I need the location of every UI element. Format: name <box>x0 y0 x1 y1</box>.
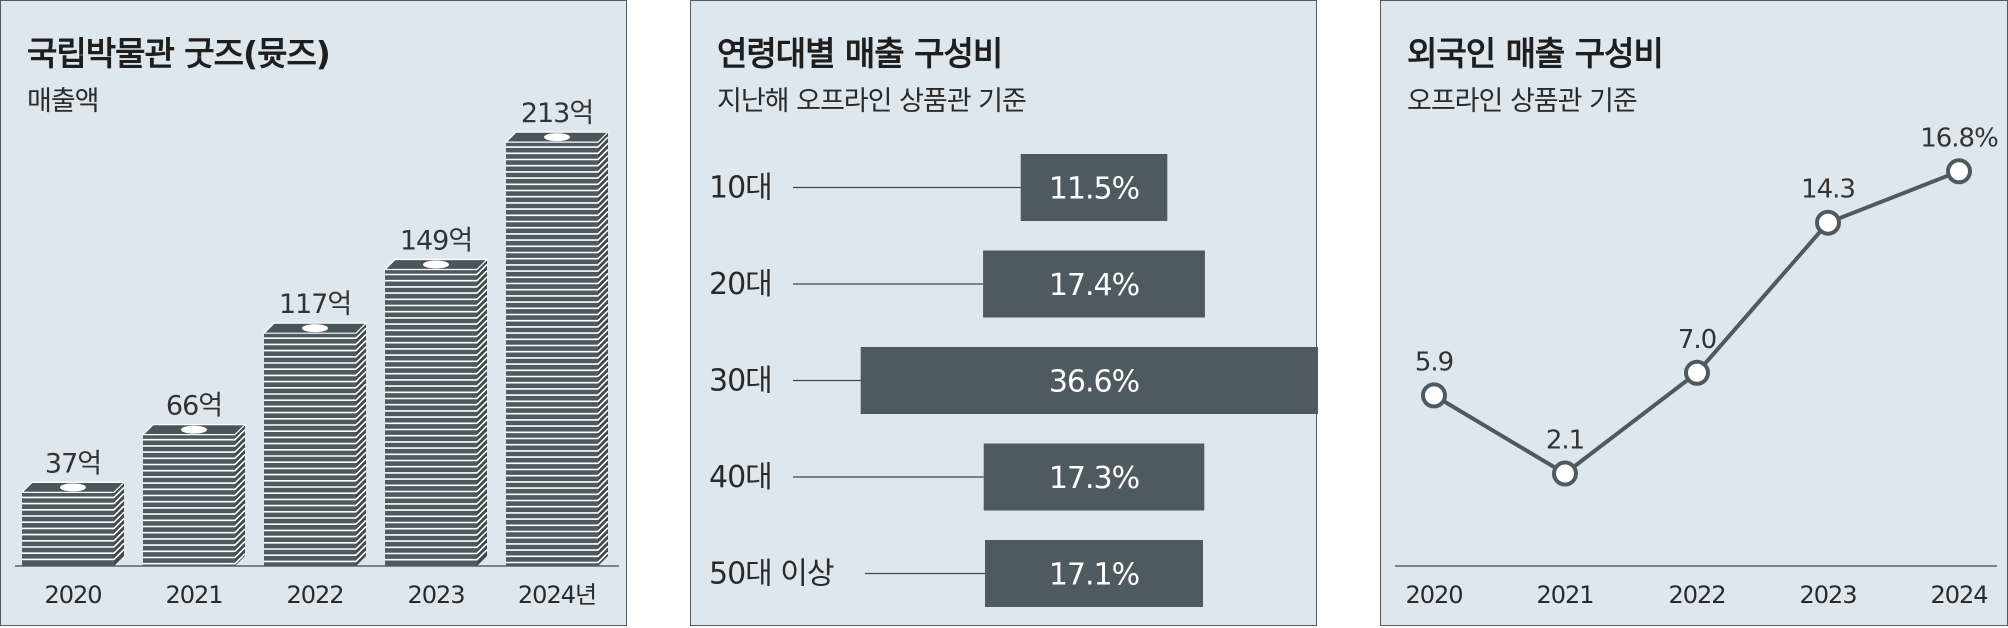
chart-title: 국립박물관 굿즈(뮷즈) <box>27 34 331 73</box>
category-label: 10대 <box>709 171 772 206</box>
category-label: 2020 <box>44 581 101 609</box>
money-stack-bar <box>141 424 247 566</box>
chart-subtitle: 매출액 <box>27 86 100 117</box>
bar <box>1020 154 1168 221</box>
value-label: 213억 <box>521 98 593 129</box>
age-bar-chart: 10대 11.5% 20대 17.4% 30대 36.6% 40대 17.3% 50대 이상 17… <box>709 154 1318 607</box>
category-label: 2022 <box>1668 581 1725 609</box>
value-label: 5.9 <box>1415 347 1453 377</box>
bar-side <box>598 132 608 566</box>
bar-side <box>235 424 245 566</box>
category-label: 40대 <box>709 460 772 495</box>
data-point <box>1421 382 1447 409</box>
bar-stripes <box>264 327 367 563</box>
category-label: 20대 <box>709 267 772 302</box>
foreign-line-chart: 5.9 2020 2.1 2021 7.0 2022 14.3 2023 16.8% 2024 <box>1395 123 1999 609</box>
value-label: 117억 <box>279 289 351 320</box>
chart-subtitle: 지난해 오프라인 상품관 기준 <box>717 86 1027 117</box>
bar-stripes <box>143 429 246 565</box>
series-line <box>1432 169 1960 476</box>
category-label: 2022 <box>286 581 343 609</box>
goods-sales-panel: 국립박물관 굿즈(뮷즈) 매출액 37억 2020 66억 2021 117억 2022 1… <box>0 0 627 626</box>
bar <box>983 250 1205 318</box>
sales-bar-chart: 37억 2020 66억 2021 117억 2022 149억 2023 213억 2024년 <box>15 98 619 609</box>
bar <box>860 347 1318 414</box>
bar <box>983 443 1205 511</box>
data-point <box>1946 158 1972 185</box>
value-label: 17.3% <box>1049 461 1139 496</box>
foreign-share-panel: 외국인 매출 구성비 오프라인 상품관 기준 5.9 2020 2.1 2021 7.0… <box>1380 0 2008 626</box>
data-point <box>1684 359 1710 386</box>
chart-subtitle: 오프라인 상품관 기준 <box>1407 86 1638 117</box>
data-point <box>1552 460 1578 487</box>
category-label: 2023 <box>1799 581 1856 609</box>
category-label: 2024 <box>1930 581 1987 609</box>
category-label: 2023 <box>407 581 464 609</box>
bar <box>984 540 1204 607</box>
chart-title: 연령대별 매출 구성비 <box>717 34 1003 73</box>
banknote-emblem <box>181 425 207 434</box>
banknote-emblem <box>302 324 328 333</box>
money-stack-bar <box>383 258 489 566</box>
value-label: 149억 <box>400 225 472 256</box>
value-label: 2.1 <box>1546 426 1584 456</box>
money-stack-bar <box>262 322 368 566</box>
banknote-emblem <box>60 483 86 492</box>
value-label: 16.8% <box>1920 123 1998 153</box>
bar-stripes <box>506 136 609 564</box>
bar-stripes <box>22 486 125 561</box>
bar-stripes <box>385 263 488 561</box>
value-label: 17.1% <box>1049 558 1139 593</box>
bar-front <box>143 434 235 566</box>
banknote-emblem <box>423 260 449 269</box>
value-label: 14.3 <box>1801 175 1855 205</box>
age-share-panel: 연령대별 매출 구성비 지난해 오프라인 상품관 기준 10대 11.5% 20대 1… <box>690 0 1318 626</box>
value-label: 17.4% <box>1049 268 1139 303</box>
category-label: 30대 <box>709 364 772 399</box>
category-label: 2021 <box>1536 581 1593 609</box>
value-label: 66억 <box>166 391 222 422</box>
category-label: 2021 <box>165 581 222 609</box>
value-label: 36.6% <box>1049 365 1139 400</box>
value-label: 11.5% <box>1049 172 1139 207</box>
chart-title: 외국인 매출 구성비 <box>1407 34 1664 73</box>
money-stack-bar <box>504 131 610 566</box>
bar-front <box>506 142 598 566</box>
category-label: 50대 이상 <box>709 557 834 592</box>
data-point <box>1815 209 1841 236</box>
value-label: 7.0 <box>1678 325 1716 355</box>
category-label: 2020 <box>1405 581 1462 609</box>
category-label: 2024년 <box>518 581 596 609</box>
value-label: 37억 <box>45 448 101 479</box>
money-stack-bar <box>20 481 126 566</box>
banknote-emblem <box>544 133 570 142</box>
